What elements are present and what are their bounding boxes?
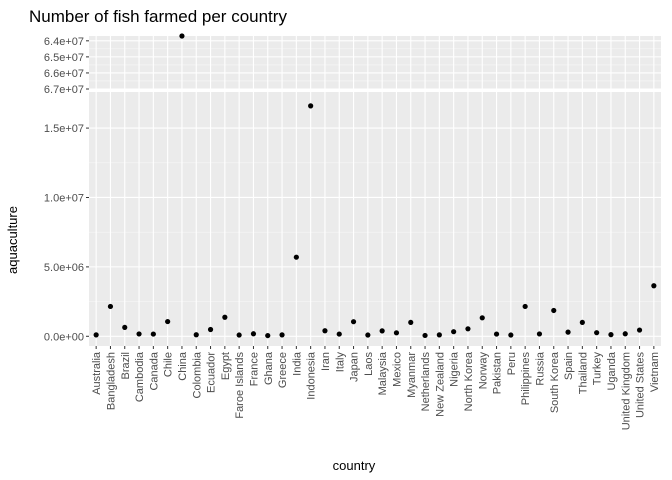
x-tick-label: Faroe Islands: [234, 352, 246, 419]
data-point-iran: [322, 328, 328, 334]
x-tick-label: Italy: [334, 352, 346, 373]
x-tick-label: Cambodia: [134, 351, 146, 402]
data-point-ecuador: [207, 326, 214, 333]
x-tick-label: Netherlands: [420, 352, 432, 412]
data-point-vietnam: [651, 283, 657, 289]
data-point-mexico: [393, 330, 400, 336]
x-tick-label: Egypt: [220, 352, 232, 380]
data-point-spain: [565, 329, 571, 335]
y-axis-label: aquaculture: [5, 206, 20, 274]
data-point-faroe-islands: [236, 332, 242, 338]
x-tick-label: Colombia: [191, 351, 203, 398]
x-tick-label: Chile: [163, 352, 175, 377]
x-tick-label: Russia: [534, 351, 546, 386]
lower-y-tick-label: 5.0e+06: [44, 262, 84, 274]
lower-panel-background: [89, 92, 661, 346]
data-point-russia: [536, 331, 543, 337]
x-tick-label: United Kingdom: [620, 352, 632, 430]
x-tick-label: Vietnam: [649, 352, 661, 392]
data-point-thailand: [579, 319, 585, 326]
data-point-malaysia: [379, 328, 385, 334]
x-tick-label: Malaysia: [377, 351, 389, 395]
upper-y-tick-label: 6.7e+07: [44, 84, 84, 96]
data-point-france: [250, 331, 257, 337]
upper-panel-background: [89, 36, 661, 89]
data-point-uganda: [608, 332, 614, 338]
lower-y-tick-label: 0.0e+00: [44, 331, 84, 343]
x-tick-label: Pakistan: [492, 352, 504, 394]
x-tick-label: Australia: [91, 351, 103, 395]
x-tick-label: Nigeria: [449, 351, 461, 387]
data-point-norway: [479, 315, 485, 321]
data-point-peru: [508, 332, 514, 338]
x-tick-label: Uganda: [606, 351, 618, 390]
data-point-australia: [93, 332, 99, 338]
data-point-canada: [150, 331, 156, 337]
x-tick-label: Myanmar: [406, 352, 418, 398]
x-tick-label: Turkey: [592, 352, 604, 386]
data-point-nigeria: [451, 329, 457, 335]
x-tick-label: North Korea: [463, 351, 475, 411]
data-point-laos: [365, 332, 371, 338]
x-tick-label: Greece: [277, 352, 289, 388]
x-tick-label: Brazil: [120, 352, 132, 380]
data-point-bangladesh: [107, 303, 114, 310]
data-point-japan: [350, 319, 357, 325]
upper-y-tick-label: 6.5e+07: [44, 52, 84, 64]
upper-y-tick-label: 6.6e+07: [44, 68, 84, 80]
x-tick-label: France: [248, 352, 260, 386]
x-tick-label: Norway: [477, 352, 489, 390]
data-point-turkey: [594, 330, 600, 336]
x-tick-label: Ecuador: [206, 352, 218, 393]
x-tick-label: Japan: [349, 352, 361, 382]
data-point-chile: [165, 318, 171, 325]
x-tick-label: United States: [635, 352, 647, 419]
x-tick-label: India: [291, 351, 303, 376]
x-tick-label: Mexico: [391, 352, 403, 387]
data-point-pakistan: [493, 331, 500, 337]
x-tick-label: Thailand: [577, 352, 589, 394]
x-tick-label: Ghana: [263, 351, 275, 385]
lower-y-tick-label: 1.5e+07: [44, 123, 84, 135]
data-point-colombia: [193, 332, 199, 338]
data-point-united-kingdom: [622, 331, 628, 337]
data-point-china: [179, 33, 185, 39]
data-point-cambodia: [136, 331, 142, 337]
data-point-greece: [279, 332, 285, 338]
data-point-brazil: [122, 324, 128, 331]
x-tick-label: Iran: [320, 352, 332, 371]
x-axis-label: country: [333, 458, 376, 473]
data-point-new-zealand: [436, 332, 442, 338]
x-tick-label: Indonesia: [306, 351, 318, 400]
data-point-netherlands: [422, 332, 428, 339]
data-point-italy: [336, 331, 342, 337]
data-point-india: [293, 254, 299, 260]
x-tick-label: Bangladesh: [105, 352, 117, 410]
chart-title: Number of fish farmed per country: [29, 7, 287, 26]
data-point-north-korea: [465, 326, 471, 332]
lower-y-tick-label: 1.0e+07: [44, 192, 84, 204]
data-point-ghana: [265, 332, 271, 339]
x-tick-label: South Korea: [549, 351, 561, 413]
data-point-indonesia: [308, 103, 314, 109]
upper-y-tick-label: 6.4e+07: [44, 36, 84, 48]
x-tick-label: Spain: [563, 352, 575, 380]
data-point-egypt: [222, 314, 228, 320]
x-tick-label: Peru: [506, 352, 518, 375]
data-point-myanmar: [408, 319, 414, 326]
x-tick-label: New Zealand: [434, 352, 446, 417]
data-point-united-states: [636, 327, 643, 333]
x-tick-label: Philippines: [520, 352, 532, 406]
data-point-philippines: [522, 303, 528, 310]
x-tick-label: China: [177, 351, 189, 381]
x-tick-label: Canada: [148, 351, 160, 390]
x-tick-label: Laos: [363, 352, 375, 376]
data-point-south-korea: [551, 307, 557, 314]
